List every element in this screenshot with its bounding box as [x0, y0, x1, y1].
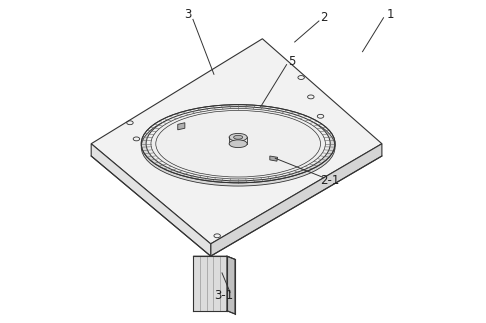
Polygon shape [91, 39, 382, 244]
Ellipse shape [234, 135, 243, 139]
Text: 3-1: 3-1 [214, 289, 233, 302]
Polygon shape [178, 123, 185, 130]
Polygon shape [91, 144, 211, 256]
Ellipse shape [146, 107, 330, 181]
Ellipse shape [229, 140, 247, 148]
Text: 3: 3 [184, 8, 192, 21]
Polygon shape [227, 256, 235, 314]
Polygon shape [270, 156, 278, 161]
Polygon shape [211, 144, 382, 256]
Text: 2-1: 2-1 [321, 174, 340, 187]
Polygon shape [193, 256, 235, 259]
Text: 1: 1 [386, 8, 394, 21]
Ellipse shape [141, 108, 335, 186]
Text: 5: 5 [288, 55, 295, 68]
Text: 2: 2 [320, 11, 328, 24]
Polygon shape [193, 256, 227, 311]
Ellipse shape [229, 133, 247, 141]
